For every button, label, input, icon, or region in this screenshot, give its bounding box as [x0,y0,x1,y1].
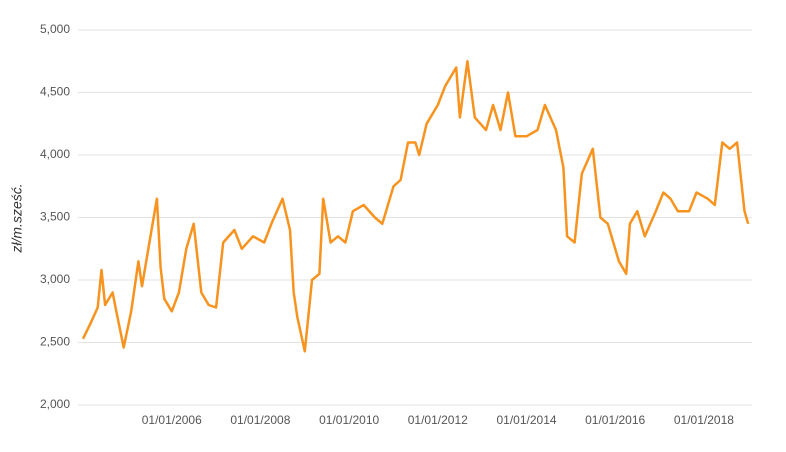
x-tick-label: 01/01/2016 [585,413,645,427]
x-tick-label: 01/01/2018 [674,413,734,427]
y-tick-label: 4,000 [40,147,70,161]
y-tick-label: 4,500 [40,85,70,99]
x-tick-label: 01/01/2012 [408,413,468,427]
y-axis-label: zł/m.sześć. [9,183,25,253]
y-tick-label: 3,000 [40,272,70,286]
x-tick-label: 01/01/2014 [496,413,556,427]
x-tick-label: 01/01/2006 [142,413,202,427]
y-tick-label: 2,500 [40,335,70,349]
x-tick-label: 01/01/2010 [319,413,379,427]
y-tick-label: 3,500 [40,210,70,224]
y-tick-label: 5,000 [40,22,70,36]
x-tick-label: 01/01/2008 [230,413,290,427]
y-tick-label: 2,000 [40,397,70,411]
line [81,60,750,353]
